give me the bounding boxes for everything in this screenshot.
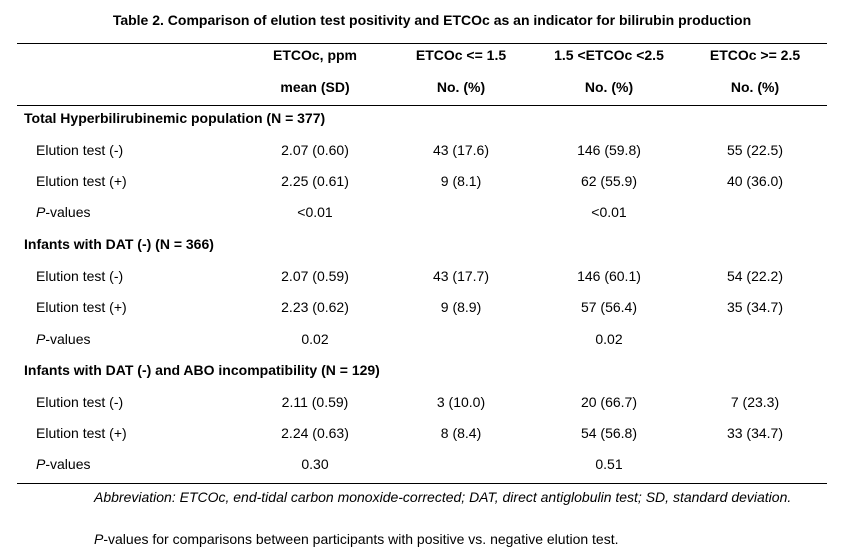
pvalue-mean: <0.01 <box>297 204 333 220</box>
pvalues-label: P-values <box>36 331 91 347</box>
table-cell: 40 (36.0) <box>726 173 784 189</box>
table-cell: 8 (8.4) <box>440 425 482 441</box>
table-cell: 43 (17.7) <box>432 268 490 284</box>
col-subheader-low: No. (%) <box>436 79 486 95</box>
section-heading: Infants with DAT (-) (N = 366) <box>24 236 214 252</box>
table-cell: 2.23 (0.62) <box>281 299 349 315</box>
table-cell: 146 (60.1) <box>577 268 641 284</box>
col-subheader-high: No. (%) <box>730 79 780 95</box>
table-cell: 20 (66.7) <box>580 394 638 410</box>
table-cell: 43 (17.6) <box>432 142 490 158</box>
pvalue-distribution: 0.02 <box>595 331 623 347</box>
table-cell: 2.07 (0.60) <box>281 142 349 158</box>
pvalue-mean: 0.02 <box>301 331 329 347</box>
col-header-mid: 1.5 <ETCOc <2.5 <box>554 47 664 63</box>
section-heading: Total Hyperbilirubinemic population (N =… <box>24 110 326 126</box>
table-cell: 57 (56.4) <box>580 299 638 315</box>
table-cell: 7 (23.3) <box>730 394 780 410</box>
col-subheader-etcoc-mean: mean (SD) <box>280 79 350 95</box>
row-label: Elution test (-) <box>36 394 124 410</box>
row-label: Elution test (-) <box>36 142 124 158</box>
section-heading: Infants with DAT (-) and ABO incompatibi… <box>24 362 380 378</box>
pvalue-distribution: 0.51 <box>595 456 623 472</box>
table-cell: 54 (22.2) <box>726 268 784 284</box>
top-rule <box>17 43 827 44</box>
table-cell: 9 (8.1) <box>440 173 482 189</box>
row-label: Elution test (+) <box>36 299 127 315</box>
table-cell: 33 (34.7) <box>726 425 784 441</box>
table-cell: 54 (56.8) <box>580 425 638 441</box>
footnote-pvalues: P-values for comparisons between partici… <box>94 531 619 547</box>
table-cell: 35 (34.7) <box>726 299 784 315</box>
table-cell: 3 (10.0) <box>436 394 486 410</box>
pvalue-distribution: <0.01 <box>591 204 627 220</box>
bottom-rule <box>17 483 827 484</box>
pvalue-mean: 0.30 <box>301 456 329 472</box>
table-cell: 2.07 (0.59) <box>281 268 349 284</box>
header-rule <box>17 105 827 106</box>
footnote-abbreviation: Abbreviation: ETCOc, end-tidal carbon mo… <box>94 489 792 505</box>
col-subheader-mid: No. (%) <box>584 79 634 95</box>
col-header-high: ETCOc >= 2.5 <box>709 47 801 63</box>
table-title: Table 2. Comparison of elution test posi… <box>112 12 752 28</box>
row-label: Elution test (+) <box>36 173 127 189</box>
table-cell: 2.25 (0.61) <box>281 173 349 189</box>
pvalues-label: P-values <box>36 204 91 220</box>
row-label: Elution test (-) <box>36 268 124 284</box>
table-cell: 9 (8.9) <box>440 299 482 315</box>
table-cell: 2.24 (0.63) <box>281 425 349 441</box>
pvalues-label: P-values <box>36 456 91 472</box>
col-header-low: ETCOc <= 1.5 <box>415 47 507 63</box>
table-cell: 62 (55.9) <box>580 173 638 189</box>
col-header-etcoc-mean: ETCOc, ppm <box>272 47 357 63</box>
table-cell: 2.11 (0.59) <box>281 394 349 410</box>
table-cell: 55 (22.5) <box>726 142 784 158</box>
row-label: Elution test (+) <box>36 425 127 441</box>
table-cell: 146 (59.8) <box>577 142 641 158</box>
